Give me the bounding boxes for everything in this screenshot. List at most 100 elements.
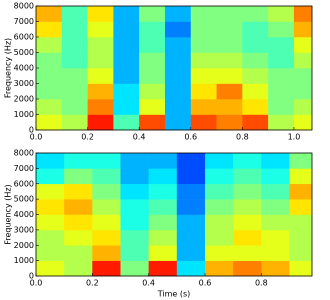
heat-cell [120,245,149,261]
heat-cell [36,83,63,100]
heat-cell [92,153,121,169]
heat-cell [61,83,88,100]
heat-cell [61,114,88,131]
heat-cell [61,6,88,22]
heat-cell [61,21,88,38]
heat-cell [164,6,192,22]
heat-cell [261,245,290,261]
heat-cell [216,6,243,22]
x-tick-label: 0.2 [86,279,99,288]
heat-cell [113,52,140,69]
heat-cell [92,183,121,200]
heat-cell [176,260,206,277]
heat-cell [139,68,166,84]
heat-cell [92,214,121,231]
heat-cell [61,68,88,84]
y-tick-label: 0 [29,126,34,135]
y-tick-label: 6000 [14,179,34,188]
y-axis-label: Frequency (Hz) [4,184,13,244]
x-axis-label: Time (s) [157,290,191,299]
heat-cell [289,153,313,169]
heat-cell [92,168,121,185]
heat-cell [176,199,206,215]
heat-cell [293,114,313,131]
heat-cell [87,114,114,131]
heat-cell [164,114,192,131]
heat-cell [113,114,140,131]
heat-cell [190,6,217,22]
heat-cell [36,6,63,22]
heat-cell [261,199,290,215]
heat-cell [87,21,114,38]
heat-cell [139,52,166,69]
heat-cell [113,21,140,38]
heat-cell [204,168,234,185]
heat-cell [64,260,93,277]
heat-cell [36,168,65,185]
y-tick-label: 4000 [14,64,34,73]
heat-cell [87,68,114,84]
heat-cell [233,260,262,277]
heat-cell [204,183,234,200]
y-tick-label: 3000 [14,79,34,88]
heat-cell [36,260,65,277]
y-tick-label: 3000 [14,225,34,234]
heat-cell [148,153,178,169]
y-tick-label: 8000 [14,2,34,11]
heat-cell [233,199,262,215]
y-tick-label: 0 [29,272,34,281]
heat-cell [233,153,262,169]
heat-cell [139,21,166,38]
heat-cell [120,260,149,277]
heat-cell [164,99,192,115]
heat-cell [268,21,295,38]
heat-cell [120,214,149,231]
heat-cell [36,229,65,246]
heat-cell [36,199,65,215]
y-tick-label: 5000 [14,195,34,204]
heat-cell [164,83,192,100]
heat-cell [233,229,262,246]
heat-cell [36,114,63,131]
heat-cell [148,229,178,246]
heat-cell [176,214,206,231]
heat-cell [233,245,262,261]
heat-cell [233,168,262,185]
heat-cell [289,214,313,231]
heat-cell [293,37,313,53]
heat-cell [261,214,290,231]
heat-cell [216,83,243,100]
heat-cell [293,99,313,115]
heat-cell [36,37,63,53]
heat-cell [36,21,63,38]
heat-cell [36,68,63,84]
heat-cell [293,6,313,22]
heat-cell [92,260,121,277]
heat-cell [190,99,217,115]
heat-cell [293,68,313,84]
heat-cell [204,245,234,261]
heat-cell [268,52,295,69]
heat-cell [216,37,243,53]
heat-cell [87,99,114,115]
heat-cell [139,114,166,131]
heat-cell [36,153,65,169]
heat-cell [261,260,290,277]
heat-cell [120,199,149,215]
heat-cell [64,245,93,261]
heat-cell [190,52,217,69]
heat-cell [176,183,206,200]
y-axis-label: Frequency (Hz) [4,38,13,98]
heat-cell [148,260,178,277]
heat-cell [87,6,114,22]
heat-cell [139,6,166,22]
heat-cell [148,245,178,261]
y-tick-label: 2000 [14,95,34,104]
heat-cell [61,52,88,69]
heat-cell [92,199,121,215]
heat-cell [164,21,192,38]
heat-cell [216,114,243,131]
heat-cell [113,37,140,53]
heat-cell [268,37,295,53]
